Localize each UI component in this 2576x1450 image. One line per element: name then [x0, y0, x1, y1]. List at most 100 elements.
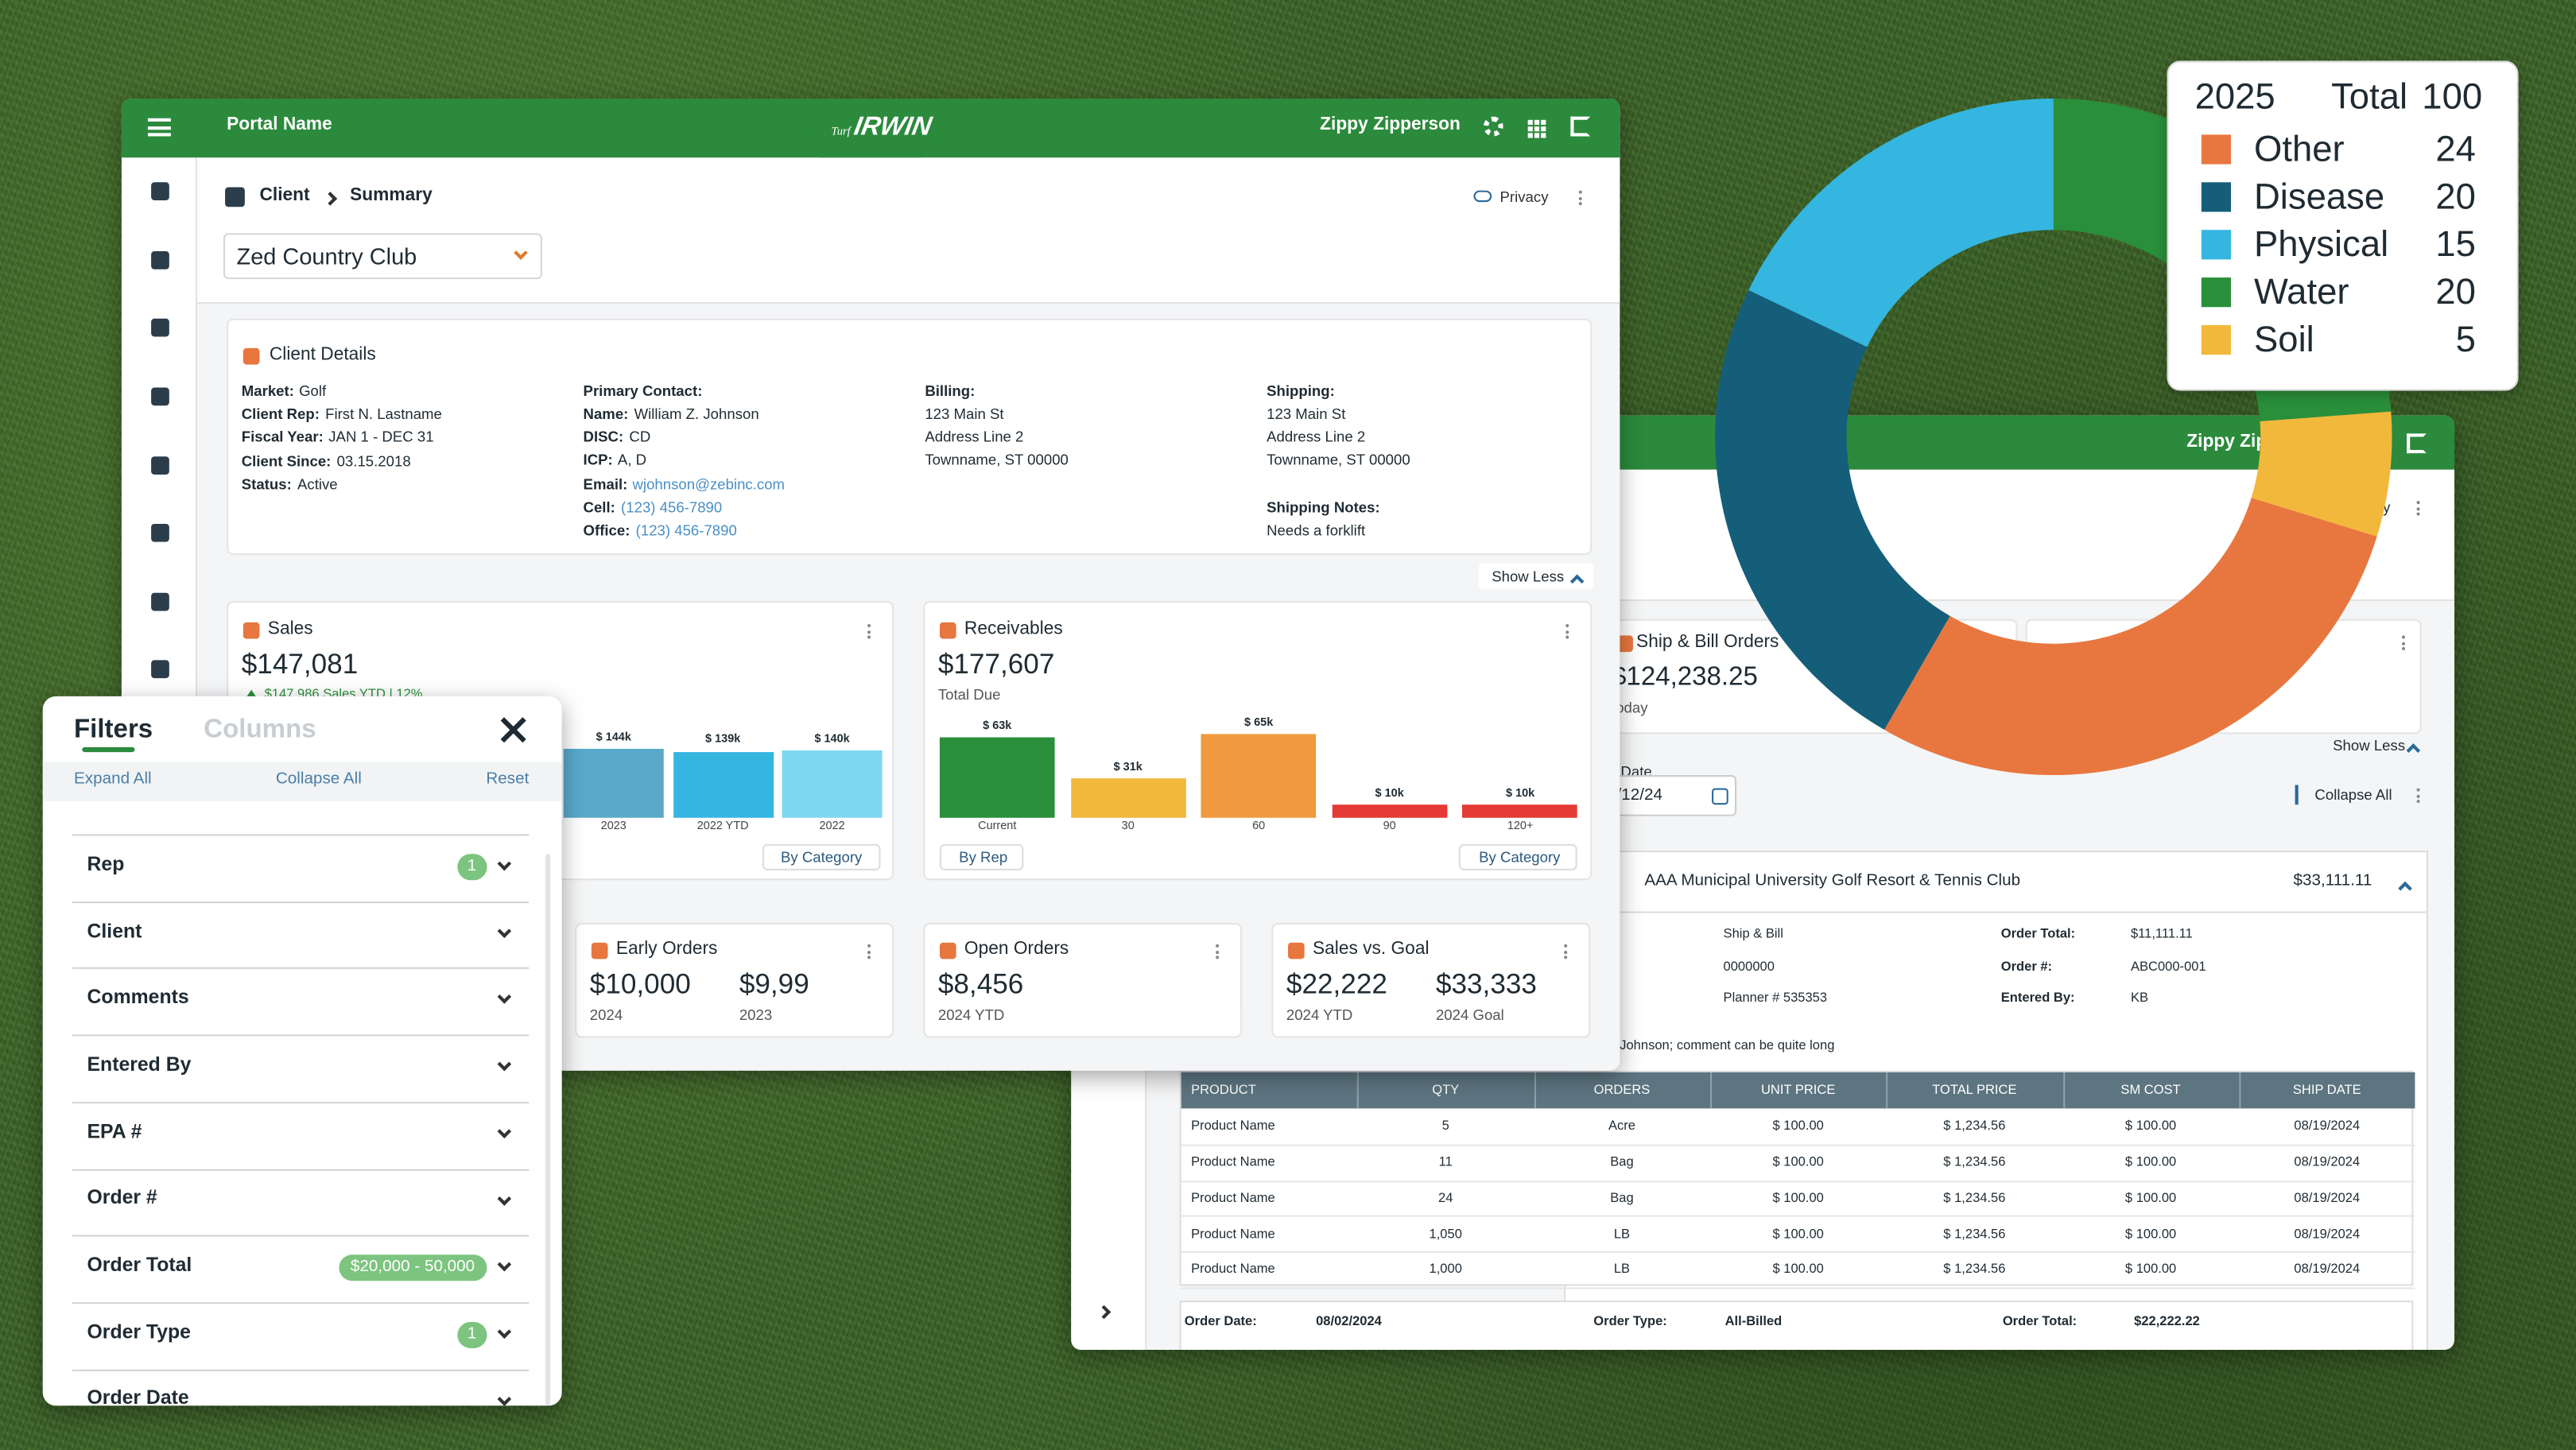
- card-title: Sales vs. Goal: [1312, 940, 1430, 960]
- filter-label[interactable]: Order Date: [87, 1386, 189, 1406]
- filter-label[interactable]: Entered By: [87, 1052, 192, 1076]
- bar: [563, 749, 664, 818]
- logout-icon[interactable]: [2407, 433, 2427, 454]
- filter-label[interactable]: Order Total: [87, 1253, 192, 1277]
- bar-value-label: $ 10k: [1506, 788, 1535, 800]
- donut-slice: [2251, 411, 2392, 537]
- address-line: Townname, ST 00000: [925, 452, 1069, 469]
- card-amount: $33,333: [1435, 968, 1537, 1000]
- columns-tab[interactable]: Columns: [204, 716, 316, 745]
- column-header: ORDERS: [1593, 1082, 1651, 1098]
- icon: [150, 659, 169, 678]
- receivables-button[interactable]: By Rep: [939, 843, 1024, 870]
- legend-label: Water: [2253, 270, 2349, 312]
- field-value: Needs a forklift: [1267, 521, 1366, 538]
- column-divider: [1534, 1072, 1536, 1109]
- filter-label[interactable]: Client: [87, 918, 142, 942]
- top-area: [196, 157, 1620, 304]
- table-cell: $ 1,234.56: [1943, 1226, 2006, 1241]
- privacy-toggle: [1473, 190, 1492, 203]
- chevron-icon: [497, 1258, 512, 1272]
- breadcrumb[interactable]: Client: [259, 186, 310, 207]
- show-less-tab[interactable]: Show Less: [1478, 563, 1594, 590]
- receivables-button[interactable]: By Category: [1458, 843, 1577, 870]
- filter-action[interactable]: Expand All: [73, 770, 152, 789]
- field-label: Shipping:: [1267, 382, 1335, 399]
- icon: [242, 347, 260, 365]
- card-title: Receivables: [964, 619, 1063, 640]
- collapse-all[interactable]: Collapse All: [2314, 785, 2392, 803]
- chevron-icon: [497, 1324, 512, 1339]
- field-label: Client Since:: [241, 452, 332, 469]
- bar-category-label: 60: [1252, 820, 1266, 832]
- table-cell: $ 100.00: [1772, 1190, 1824, 1205]
- filter-divider: [72, 1168, 530, 1170]
- table-cell: 08/19/2024: [2294, 1190, 2361, 1205]
- tab-underline: [82, 746, 135, 753]
- legend-value: 5: [2455, 318, 2476, 359]
- apps-icon: [1534, 133, 1540, 138]
- bar-category-label: 30: [1121, 820, 1135, 832]
- order-header[interactable]: AAA Municipal University Golf Resort & T…: [1564, 851, 2428, 913]
- chevron-icon: [497, 990, 512, 1005]
- card-sub: 2023: [739, 1006, 773, 1023]
- menu-dot: [2416, 793, 2420, 797]
- table-cell: 1,050: [1429, 1226, 1462, 1241]
- legend-value: 15: [2435, 223, 2476, 265]
- legend-label: Other: [2253, 127, 2345, 169]
- field-value: ABC000-001: [2130, 958, 2206, 974]
- card-amount: $10,000: [589, 968, 691, 1000]
- menu-dot: [1564, 944, 1568, 948]
- category-button[interactable]: By Category: [762, 843, 881, 870]
- table-cell: $ 100.00: [2124, 1262, 2177, 1277]
- column-divider: [1357, 1072, 1360, 1109]
- field-label: Order Total:: [2002, 1313, 2077, 1329]
- card-amount: $9,99: [739, 968, 809, 1000]
- field-value: All-Billed: [1724, 1313, 1783, 1329]
- field-value: JAN 1 - DEC 31: [328, 428, 434, 446]
- privacy-link[interactable]: Privacy: [1499, 188, 1549, 205]
- filters-tab[interactable]: Filters: [73, 716, 153, 745]
- logout-icon[interactable]: [1570, 116, 1591, 137]
- filter-action[interactable]: Reset: [486, 770, 530, 789]
- table-cell: $ 1,234.56: [1943, 1262, 2006, 1277]
- menu-dot: [1565, 635, 1569, 639]
- card-sub: 2024 YTD: [1286, 1006, 1353, 1023]
- icon: [150, 456, 169, 474]
- filter-label[interactable]: Comments: [87, 985, 189, 1009]
- filter-action[interactable]: Collapse All: [275, 770, 362, 789]
- field-label: Primary Contact:: [583, 382, 703, 399]
- field-value: 08/02/2024: [1316, 1313, 1382, 1329]
- table-cell: 08/19/2024: [2294, 1154, 2361, 1169]
- table-cell: $ 100.00: [2124, 1190, 2177, 1205]
- legend-label: Soil: [2253, 318, 2314, 359]
- filter-label[interactable]: Rep: [87, 851, 125, 875]
- card-sub: Total Due: [937, 685, 1001, 703]
- client-select[interactable]: Zed Country Club: [223, 233, 542, 280]
- menu-dot: [2416, 799, 2420, 804]
- bar-value-label: $ 140k: [814, 734, 850, 746]
- apps-icon: [1534, 126, 1540, 132]
- show-less[interactable]: Show Less: [2333, 736, 2406, 754]
- card-sub: 2024 Goal: [1435, 1006, 1504, 1023]
- menu-dot: [2416, 501, 2420, 505]
- legend-total-label: Total: [2331, 75, 2408, 117]
- scrollbar: [545, 854, 551, 1406]
- icon: [150, 591, 169, 611]
- settings-icon[interactable]: [1483, 116, 1503, 137]
- table-cell: $ 100.00: [1772, 1154, 1824, 1169]
- table-cell: $ 100.00: [1772, 1262, 1824, 1277]
- close-button[interactable]: [499, 716, 527, 744]
- menu-dot: [867, 950, 871, 954]
- filter-label[interactable]: Order Type: [87, 1320, 191, 1343]
- filter-label[interactable]: EPA #: [87, 1119, 142, 1142]
- logo-small: Turf: [831, 124, 851, 138]
- field-label: Entered By:: [2000, 991, 2075, 1006]
- filter-divider: [72, 1368, 530, 1371]
- table-cell: Acre: [1608, 1119, 1635, 1134]
- filter-label[interactable]: Order #: [87, 1186, 157, 1209]
- menu-dot: [1564, 956, 1568, 960]
- menu-dot: [867, 635, 871, 639]
